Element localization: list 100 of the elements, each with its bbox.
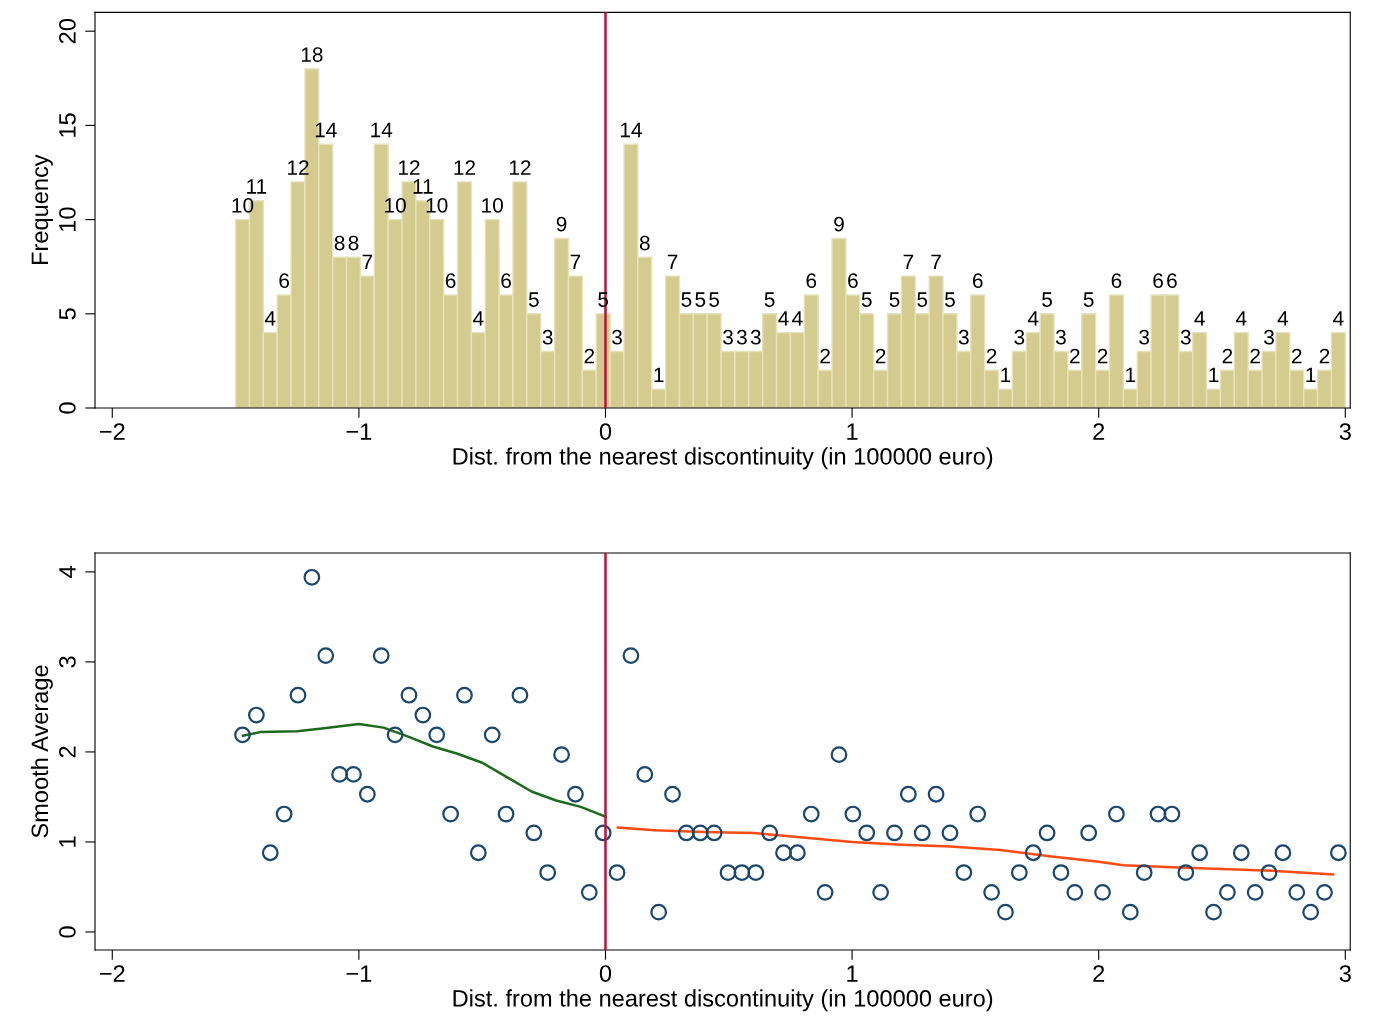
y-tick-label: 4 <box>59 566 76 578</box>
data-label: 2 <box>1319 348 1330 364</box>
data-label: 2 <box>1292 348 1302 364</box>
data-label: 9 <box>834 216 844 232</box>
data-label: 3 <box>1055 329 1066 345</box>
data-label: 4 <box>778 311 789 326</box>
data-label: 2 <box>1222 348 1233 364</box>
data-label: 7 <box>903 254 914 270</box>
data-label: 4 <box>1235 311 1247 326</box>
data-label: 6 <box>279 273 289 289</box>
data-label: 12 <box>454 160 475 175</box>
data-label: 6 <box>445 273 456 289</box>
data-label: 10 <box>482 197 503 213</box>
data-label: 8 <box>639 235 650 251</box>
data-label: 12 <box>398 160 420 175</box>
y-axis-title: Smooth Average <box>30 665 53 838</box>
data-label: 5 <box>861 292 872 307</box>
data-label: 3 <box>1264 329 1274 345</box>
x-axis-title: Dist. from the nearest discontinuity (in 100000 euro) <box>453 447 993 470</box>
data-label: 7 <box>931 254 941 270</box>
data-label: 1 <box>1209 367 1219 383</box>
data-label: 10 <box>426 197 448 213</box>
data-label: 5 <box>889 292 900 307</box>
x-tick-label: 1 <box>847 965 858 982</box>
data-label: 3 <box>723 329 733 345</box>
data-label: 18 <box>301 47 323 62</box>
data-label: 10 <box>232 197 254 213</box>
data-label: 3 <box>750 329 761 345</box>
data-label: 6 <box>1111 273 1122 289</box>
data-label: 3 <box>1139 329 1150 345</box>
data-label: 3 <box>542 329 553 345</box>
data-label: 5 <box>695 292 706 307</box>
data-label: 3 <box>1014 329 1025 345</box>
data-label: 11 <box>413 179 433 194</box>
data-label: 2 <box>584 348 595 364</box>
data-label: 6 <box>1153 273 1163 289</box>
y-tick-label: 20 <box>59 18 76 44</box>
data-label: 6 <box>1167 273 1177 289</box>
data-label: 5 <box>764 292 775 307</box>
data-label: 5 <box>1083 292 1094 307</box>
x-tick-label: 3 <box>1339 423 1351 440</box>
x-tick-label: −2 <box>99 423 125 440</box>
y-tick-label: 0 <box>59 402 76 414</box>
data-label: 3 <box>1180 329 1191 345</box>
y-tick-label: 1 <box>59 836 76 847</box>
data-label: 2 <box>820 348 830 364</box>
data-label: 2 <box>1250 348 1260 364</box>
data-label: 1 <box>654 367 664 383</box>
x-tick-label: 0 <box>599 423 612 440</box>
data-label: 3 <box>958 329 969 345</box>
y-axis-title: Frequency <box>31 154 53 265</box>
data-label: 1 <box>1001 367 1011 383</box>
data-label: 6 <box>848 273 858 289</box>
data-label: 1 <box>1126 367 1136 383</box>
data-label: 4 <box>1333 311 1344 326</box>
data-label: 12 <box>288 160 309 175</box>
data-label: 1 <box>1306 367 1316 383</box>
y-tick-label: 5 <box>59 308 76 320</box>
data-label: 4 <box>792 311 803 326</box>
data-label: 14 <box>371 122 393 138</box>
data-label: 12 <box>509 160 531 175</box>
x-tick-label: 2 <box>1093 965 1105 982</box>
data-label: 6 <box>972 273 983 289</box>
data-label: 8 <box>348 235 359 251</box>
data-label: 5 <box>528 292 539 307</box>
data-label: 9 <box>556 216 567 232</box>
data-label: 6 <box>806 273 817 289</box>
x-tick-label: 1 <box>847 423 858 440</box>
y-tick-label: 0 <box>59 926 76 938</box>
data-label: 2 <box>986 348 997 364</box>
data-label: 4 <box>1194 311 1205 326</box>
data-label: 3 <box>736 329 747 345</box>
x-tick-label: 0 <box>599 965 612 982</box>
x-tick-label: −1 <box>346 965 372 982</box>
y-tick-label: 3 <box>59 656 76 668</box>
data-label: 4 <box>264 311 276 326</box>
y-tick-label: 10 <box>59 207 76 231</box>
data-label: 10 <box>385 197 406 213</box>
data-label: 4 <box>1027 311 1039 326</box>
data-label: 8 <box>334 235 345 251</box>
data-label: 5 <box>917 292 928 307</box>
data-label: 14 <box>620 122 642 138</box>
data-label: 5 <box>709 292 720 307</box>
data-label: 5 <box>681 292 692 307</box>
data-label: 4 <box>473 311 484 326</box>
data-label: 2 <box>1097 348 1108 364</box>
y-tick-label: 15 <box>59 113 76 137</box>
data-label: 5 <box>945 292 955 307</box>
data-label: 2 <box>875 348 886 364</box>
data-label: 5 <box>1042 292 1052 307</box>
y-tick-label: 2 <box>59 746 76 758</box>
data-label: 11 <box>247 179 267 194</box>
x-tick-label: −2 <box>99 965 125 982</box>
data-label: 2 <box>1070 348 1080 364</box>
data-label: 6 <box>501 273 511 289</box>
x-tick-label: 2 <box>1093 423 1105 440</box>
data-label: 7 <box>570 254 581 270</box>
data-label: 4 <box>1277 311 1289 326</box>
x-axis-title: Dist. from the nearest discontinuity (in 100000 euro) <box>453 989 993 1012</box>
x-tick-label: −1 <box>346 423 372 440</box>
